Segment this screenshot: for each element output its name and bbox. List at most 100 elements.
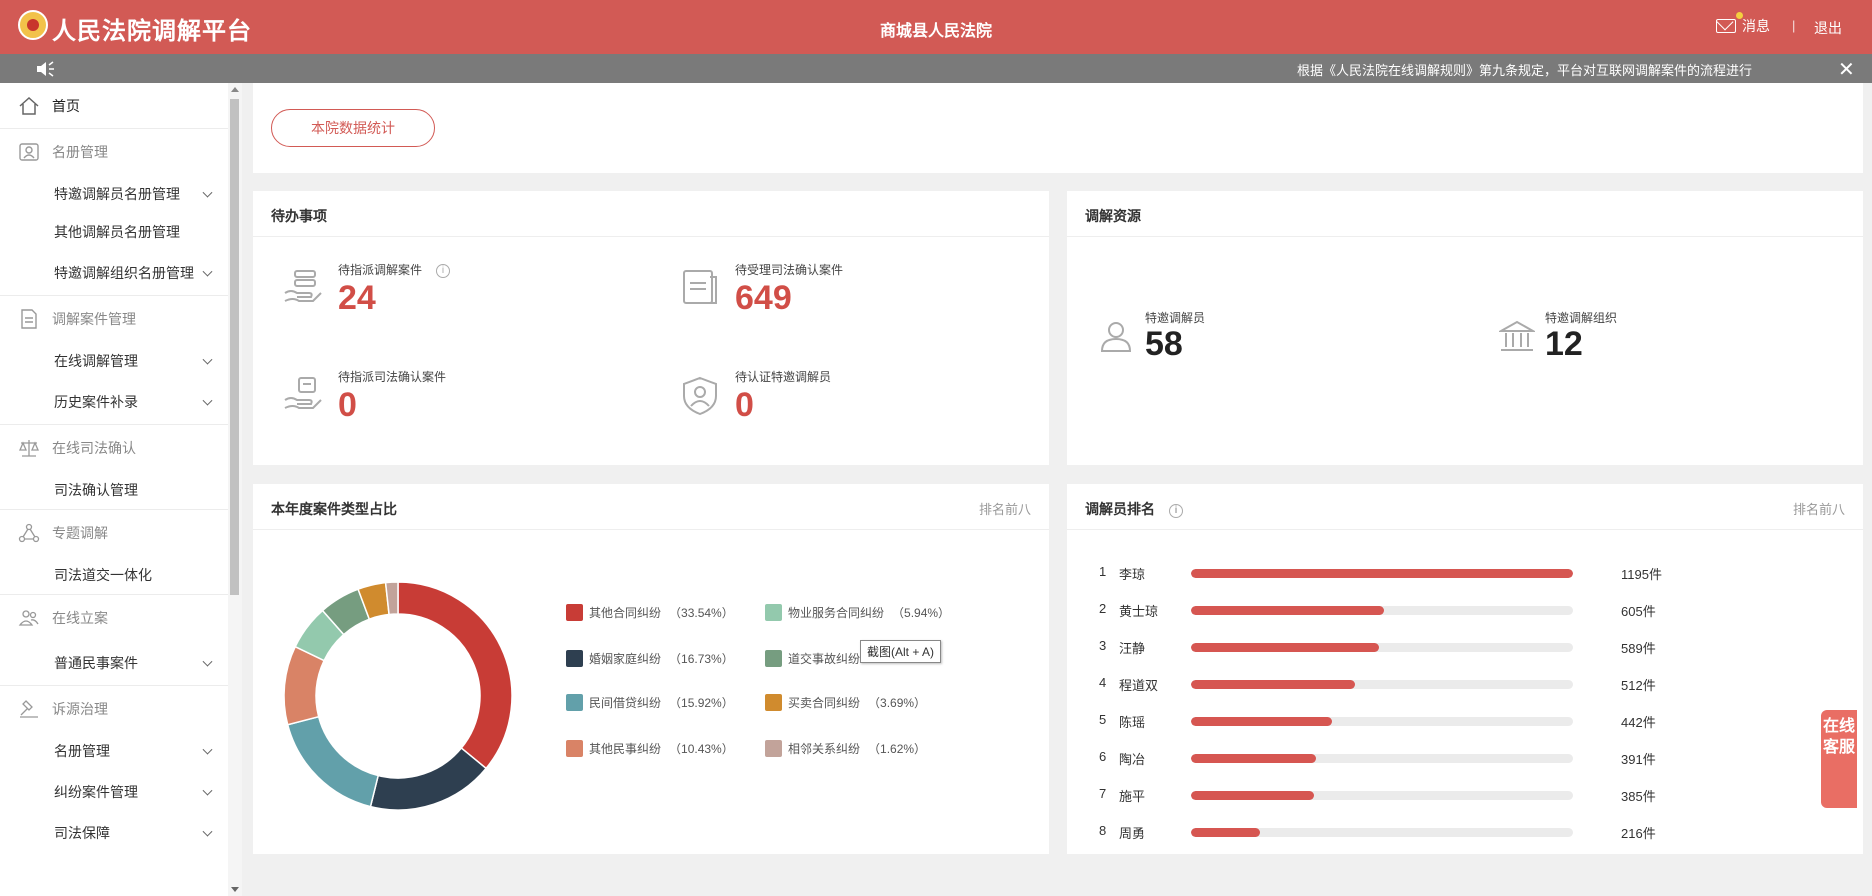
ranking-row[interactable]: 1 李琼 1195件 [1067, 563, 1827, 583]
legend-percent: （15.92%） [669, 696, 734, 710]
close-icon[interactable]: ✕ [1838, 59, 1855, 81]
ranking-row[interactable]: 3 汪静 589件 [1067, 637, 1827, 657]
ranking-panel: 调解员排名 i 排名前八 1 李琼 1195件 2 黄士琼 605件 3 汪静 589件 4 程道双 5… [1067, 484, 1863, 854]
scroll-up-arrow[interactable] [231, 87, 239, 92]
sidebar-group-special-mediation[interactable]: 专题调解 [0, 510, 228, 556]
sidebar-group-source-governance[interactable]: 诉源治理 [0, 686, 228, 732]
ranking-bar-track [1191, 680, 1573, 689]
sidebar-group-roster[interactable]: 名册管理 [0, 129, 228, 175]
sidebar-item-history-supplement[interactable]: 历史案件补录 [0, 380, 228, 424]
ranking-bar-track [1191, 569, 1573, 578]
mediator-name: 李琼 [1119, 567, 1146, 582]
sidebar-item-dispute-cases[interactable]: 纠纷案件管理 [0, 770, 228, 814]
sidebar-group-label: 在线司法确认 [52, 440, 136, 456]
ranking-index: 8 [1099, 823, 1107, 838]
todo-item-pending-judicial-assign[interactable]: 待指派司法确认案件 0 [283, 368, 583, 448]
legend-item[interactable]: 相邻关系纠纷 （1.62%） [765, 740, 926, 757]
sidebar-item-label: 司法道交一体化 [54, 567, 152, 583]
ranking-row[interactable]: 6 陶冶 391件 [1067, 748, 1827, 768]
ranking-bar-fill [1191, 828, 1261, 837]
ranking-bar-track [1191, 717, 1573, 726]
donut-slice-8[interactable] [384, 581, 399, 616]
message-button[interactable]: 消息 [1716, 16, 1770, 36]
info-icon[interactable]: i [1169, 504, 1183, 518]
ranking-row[interactable]: 4 程道双 512件 [1067, 674, 1827, 694]
court-stats-button[interactable]: 本院数据统计 [271, 109, 435, 147]
donut-slice-3[interactable] [286, 715, 380, 808]
resource-label: 特邀调解组织 [1545, 311, 1618, 325]
todo-count: 649 [735, 279, 792, 317]
ranking-index: 3 [1099, 638, 1107, 653]
person-icon [1100, 322, 1132, 352]
legend-item[interactable]: 民间借贷纠纷 （15.92%） [566, 694, 734, 711]
legend-item[interactable]: 其他民事纠纷 （10.43%） [566, 740, 734, 757]
resource-invited-mediators[interactable]: 特邀调解员 58 [1099, 309, 1399, 379]
sidebar-scrollbar[interactable] [228, 83, 242, 896]
resource-count: 58 [1145, 325, 1183, 363]
app-title: 人民法院调解平台 [52, 18, 252, 45]
legend-swatch [765, 650, 782, 667]
sidebar-group-case-management[interactable]: 调解案件管理 [0, 296, 228, 342]
online-support-button[interactable]: 在线客服 [1821, 710, 1857, 808]
resource-invited-orgs[interactable]: 特邀调解组织 12 [1499, 309, 1799, 379]
case-type-donut-chart [283, 581, 513, 811]
ranking-row[interactable]: 2 黄士琼 605件 [1067, 600, 1827, 620]
sidebar-group-online-filing[interactable]: 在线立案 [0, 595, 228, 641]
chevron-down-icon [202, 656, 213, 667]
todo-label: 待指派司法确认案件 [338, 370, 447, 384]
sidebar-item-traffic-integration[interactable]: 司法道交一体化 [0, 556, 228, 594]
sidebar-item-label: 名册管理 [54, 743, 110, 759]
sidebar-group-label: 专题调解 [52, 525, 108, 541]
scrollbar-thumb[interactable] [230, 99, 239, 595]
legend-swatch [566, 604, 583, 621]
case-count: 512件 [1621, 678, 1656, 693]
legend-item[interactable]: 物业服务合同纠纷 （5.94%） [765, 604, 950, 621]
legend-label: 物业服务合同纠纷 [788, 606, 885, 620]
todo-item-pending-accept[interactable]: 待受理司法确认案件 649 [680, 261, 980, 341]
sidebar-item-roster-management[interactable]: 名册管理 [0, 732, 228, 770]
screenshot-tooltip: 截图(Alt + A) [860, 640, 942, 663]
hand-cases-icon [284, 270, 322, 302]
sidebar-item-online-mediation[interactable]: 在线调解管理 [0, 342, 228, 380]
sidebar-item-invited-mediator-roster[interactable]: 特邀调解员名册管理 [0, 175, 228, 213]
legend-swatch [566, 694, 583, 711]
sidebar-item-civil-cases[interactable]: 普通民事案件 [0, 641, 228, 685]
ranking-bar-fill [1191, 606, 1385, 615]
resource-label: 特邀调解员 [1145, 311, 1206, 325]
ranking-row[interactable]: 5 陈瑶 442件 [1067, 711, 1827, 731]
legend-label: 道交事故纠纷 [788, 652, 861, 666]
scroll-down-arrow[interactable] [231, 887, 239, 892]
case-types-extra: 排名前八 [978, 502, 1031, 517]
chevron-down-icon [202, 354, 213, 365]
sidebar-item-judicial-confirmation-mgmt[interactable]: 司法确认管理 [0, 471, 228, 509]
ranking-row[interactable]: 8 周勇 216件 [1067, 822, 1827, 842]
ranking-bar-track [1191, 643, 1573, 652]
network-icon [18, 523, 40, 543]
ranking-row[interactable]: 7 施平 385件 [1067, 785, 1827, 805]
legend-swatch [566, 740, 583, 757]
sidebar-item-other-mediator-roster[interactable]: 其他调解员名册管理 [0, 213, 228, 251]
resources-panel: 调解资源 特邀调解员 58 特邀调解组织 12 [1067, 191, 1863, 465]
ranking-index: 5 [1099, 712, 1107, 727]
legend-item[interactable]: 买卖合同纠纷 （3.69%） [765, 694, 926, 711]
document-icon [21, 309, 37, 329]
legend-item[interactable]: 其他合同纠纷 （33.54%） [566, 604, 734, 621]
case-types-panel: 本年度案件类型占比 排名前八 其他合同纠纷 （33.54%） 物业服务合同纠纷 （5.… [253, 484, 1049, 854]
sidebar-item-invited-org-roster[interactable]: 特邀调解组织名册管理 [0, 251, 228, 295]
todo-item-pending-mediator-auth[interactable]: 待认证特邀调解员 0 [680, 368, 980, 448]
chevron-down-icon [202, 826, 213, 837]
resource-count: 12 [1545, 325, 1583, 363]
sidebar-item-judicial-guarantee[interactable]: 司法保障 [0, 814, 228, 852]
logout-button[interactable]: 退出 [1814, 20, 1842, 36]
donut-slice-2[interactable] [369, 747, 488, 811]
legend-item[interactable]: 婚姻家庭纠纷 （16.73%） [566, 650, 734, 667]
todo-item-pending-assign[interactable]: 待指派调解案件 i 24 [283, 261, 583, 341]
legend-item[interactable]: 道交事故纠纷 [765, 650, 868, 667]
donut-slice-1[interactable] [397, 581, 513, 770]
sidebar-item-home[interactable]: 首页 [0, 83, 228, 128]
home-icon [19, 96, 39, 115]
ranking-bar-track [1191, 754, 1573, 763]
hand-judicial-icon [284, 377, 322, 409]
info-icon[interactable]: i [436, 264, 451, 278]
sidebar-group-judicial-confirmation[interactable]: 在线司法确认 [0, 425, 228, 471]
